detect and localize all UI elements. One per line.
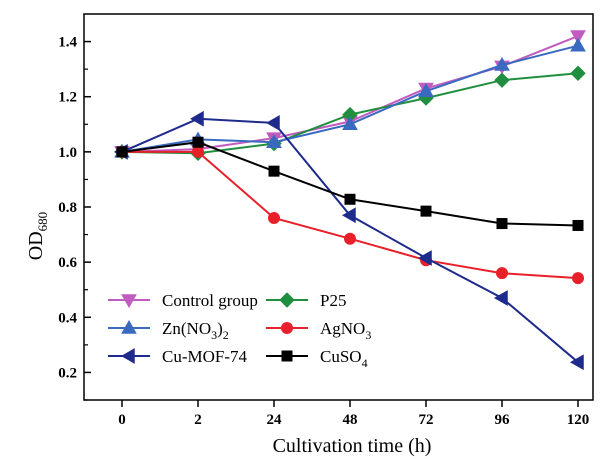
data-point-p25 xyxy=(570,65,586,81)
series-line-zn xyxy=(121,44,579,153)
y-axis-title-subscript: 680 xyxy=(35,212,50,232)
legend-item-control: Control group xyxy=(108,291,258,310)
y-tick-label: 0.6 xyxy=(58,255,77,271)
legend-marker xyxy=(121,319,137,334)
data-point-cuso4 xyxy=(572,219,584,231)
legend-label: P25 xyxy=(320,291,346,310)
y-tick-label: 1.4 xyxy=(58,35,77,51)
x-tick-label: 72 xyxy=(419,412,434,428)
series-layer xyxy=(113,30,586,371)
legend-marker xyxy=(281,350,293,362)
data-point-zn xyxy=(494,56,510,71)
legend-marker xyxy=(121,294,137,309)
legend-marker xyxy=(279,292,295,308)
series-cuso4 xyxy=(116,136,584,231)
data-point-cumof xyxy=(493,290,508,306)
legend-item-cuso4: CuSO4 xyxy=(266,347,368,370)
data-point-cuso4 xyxy=(496,218,508,230)
data-point-cuso4 xyxy=(420,205,432,217)
data-point-ag xyxy=(572,272,584,285)
legend-label: Control group xyxy=(162,291,258,310)
data-point-control xyxy=(570,30,586,45)
data-point-ag xyxy=(344,232,356,245)
data-point-zn xyxy=(266,134,282,148)
legend-label: AgNO3 xyxy=(320,319,371,342)
series-line-control xyxy=(121,35,579,153)
x-axis-title: Cultivation time (h) xyxy=(273,435,432,457)
plot-frame xyxy=(83,13,594,401)
data-point-cumof xyxy=(569,354,584,371)
y-axis-title: OD680 xyxy=(25,212,50,260)
x-axis: 0 2 24 48 72 96 120 xyxy=(118,400,589,428)
data-point-cumof xyxy=(417,250,432,266)
data-point-cumof xyxy=(189,110,204,127)
legend-item-p25: P25 xyxy=(266,291,346,310)
series-zn xyxy=(114,37,586,158)
data-point-ag xyxy=(192,145,204,158)
data-point-cuso4 xyxy=(268,165,280,177)
data-point-p25 xyxy=(494,72,510,88)
y-tick-label: 0.8 xyxy=(58,200,77,216)
legend-item-cumof: Cu-MOF-74 xyxy=(108,347,248,366)
data-point-cuso4 xyxy=(344,193,356,205)
legend-label: CuSO4 xyxy=(320,347,368,370)
y-axis-title-main: OD xyxy=(25,231,47,260)
y-axis: 0.2 0.4 0.6 0.8 1.0 1.2 1.4 xyxy=(58,35,91,401)
legend: Control group P25 Zn(NO3)2 AgNO3 Cu-MOF-74 Cu… xyxy=(108,291,371,370)
legend-label: Cu-MOF-74 xyxy=(162,347,248,366)
data-point-zn xyxy=(418,83,434,97)
legend-item-ag: AgNO3 xyxy=(266,319,371,342)
data-point-cumof xyxy=(265,115,280,131)
legend-item-zn: Zn(NO3)2 xyxy=(108,319,229,342)
x-tick-label: 96 xyxy=(495,412,511,428)
data-point-ag xyxy=(268,212,280,225)
y-tick-label: 0.2 xyxy=(58,365,77,381)
data-point-cuso4 xyxy=(116,146,128,158)
x-tick-label: 120 xyxy=(567,412,590,428)
data-point-cuso4 xyxy=(192,136,204,148)
x-tick-label: 2 xyxy=(194,412,202,428)
data-point-zn xyxy=(342,116,358,131)
data-point-zn xyxy=(570,37,586,52)
x-tick-label: 0 xyxy=(118,412,126,428)
y-tick-label: 1.2 xyxy=(58,90,77,106)
series-p25 xyxy=(114,65,586,161)
series-control xyxy=(114,30,586,160)
x-tick-label: 48 xyxy=(343,412,358,428)
x-tick-label: 24 xyxy=(267,412,283,428)
legend-label: Zn(NO3)2 xyxy=(162,319,229,342)
data-point-ag xyxy=(496,267,508,280)
y-tick-label: 1.0 xyxy=(58,145,77,161)
data-point-cumof xyxy=(341,207,356,224)
y-tick-label: 0.4 xyxy=(58,310,77,326)
legend-marker xyxy=(120,348,135,364)
plot-border xyxy=(83,13,594,401)
legend-marker xyxy=(281,322,293,334)
